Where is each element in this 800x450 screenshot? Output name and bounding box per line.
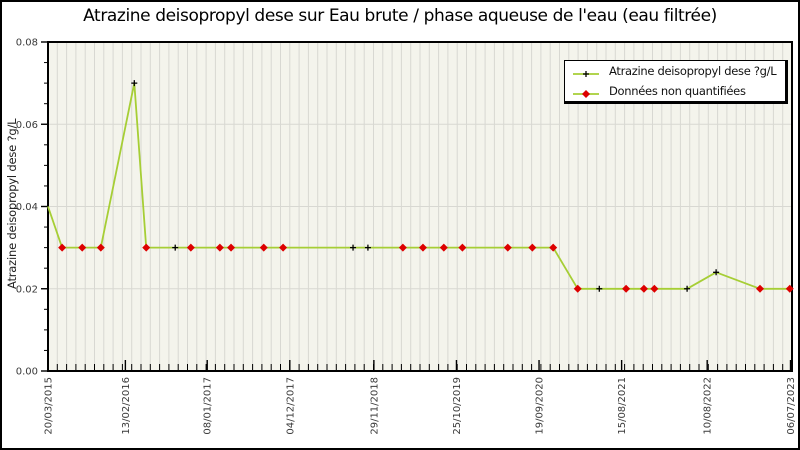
y-tick-label: 0.06 [16,120,38,131]
red-diamond-marker-icon [582,90,590,98]
nonquantified-point-marker [78,243,87,252]
legend-item-label: Atrazine deisopropyl dese ?g/L [609,64,777,78]
nonquantified-point-marker [622,284,631,293]
x-tick-label: 20/03/2015 [44,377,55,435]
nonquantified-point-marker [279,243,288,252]
black-plus-marker-icon [571,65,601,77]
quantified-point-marker [350,244,357,251]
red-diamond-glyph [573,90,599,98]
x-tick-label: 13/02/2016 [121,377,132,435]
quantified-point-marker [684,285,691,292]
nonquantified-point-marker [639,284,648,293]
nonquantified-point-marker [549,243,558,252]
quantified-point-marker [596,285,603,292]
x-tick-label: 29/11/2018 [369,377,380,435]
nonquantified-point-marker [458,243,467,252]
nonquantified-point-marker [528,243,537,252]
red-diamond-marker-icon [571,85,601,98]
nonquantified-point-marker [259,243,268,252]
quantified-point-marker [172,244,179,251]
quantified-point-marker [131,80,138,87]
legend-item-series: Atrazine deisopropyl dese ?g/L [571,61,785,81]
legend-item-nonquantified: Données non quantifiées [571,81,785,101]
nonquantified-point-marker [785,284,794,293]
chart-title: Atrazine deisopropyl dese sur Eau brute … [83,6,717,26]
x-tick-label: 10/08/2022 [703,377,714,435]
x-tick-label: 25/10/2019 [452,377,463,435]
x-tick-label: 06/07/2023 [786,377,797,435]
nonquantified-point-marker [96,243,105,252]
nonquantified-point-marker [439,243,448,252]
quantified-point-marker [364,244,371,251]
nonquantified-point-marker [756,284,765,293]
x-tick-label: 04/12/2017 [285,377,296,435]
nonquantified-point-marker [650,284,659,293]
nonquantified-point-marker [142,243,151,252]
y-tick-label: 0.08 [16,38,38,49]
x-tick-label: 19/09/2020 [535,377,546,435]
black-plus-glyph [573,71,599,77]
x-tick-label: 15/08/2021 [617,377,628,435]
nonquantified-point-marker [398,243,407,252]
nonquantified-point-marker [215,243,224,252]
nonquantified-point-marker [227,243,236,252]
x-tick-label: 08/01/2017 [203,377,214,435]
nonquantified-point-marker [58,243,67,252]
nonquantified-point-marker [573,284,582,293]
nonquantified-point-marker [503,243,512,252]
y-tick-label: 0.04 [16,202,38,213]
black-plus-marker-icon [583,71,589,77]
quantified-point-marker [713,269,720,276]
legend-item-label: Données non quantifiées [609,84,746,98]
nonquantified-point-marker [418,243,427,252]
nonquantified-point-marker [186,243,195,252]
y-tick-label: 0.00 [16,367,38,378]
y-tick-label: 0.02 [16,284,38,295]
legend: Atrazine deisopropyl dese ?g/L Données n… [564,60,788,104]
